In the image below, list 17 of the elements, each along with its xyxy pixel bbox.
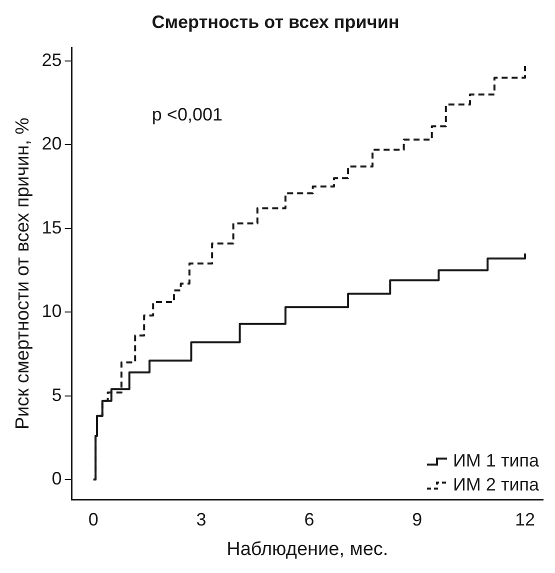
chart-title: Смертность от всех причин — [152, 12, 400, 32]
y-tick-label: 10 — [42, 301, 62, 322]
legend-label: ИМ 1 типа — [453, 450, 540, 471]
y-tick-label: 25 — [42, 50, 62, 70]
x-tick-label: 6 — [304, 509, 314, 530]
x-tick-label: 9 — [412, 509, 422, 530]
y-axis-title: Риск смертности от всех причин, % — [12, 118, 34, 430]
y-tick-label: 20 — [42, 134, 62, 154]
annotation: p <0,001 — [152, 104, 222, 124]
x-tick-label: 12 — [515, 509, 536, 530]
x-tick-label: 3 — [196, 509, 206, 530]
x-axis-title: Наблюдение, мес. — [226, 538, 388, 560]
y-tick-label: 5 — [52, 384, 62, 405]
y-tick-label: 15 — [42, 217, 62, 238]
y-tick-label: 0 — [52, 468, 62, 488]
legend-label: ИМ 2 типа — [453, 474, 540, 495]
x-tick-label: 0 — [88, 509, 98, 530]
